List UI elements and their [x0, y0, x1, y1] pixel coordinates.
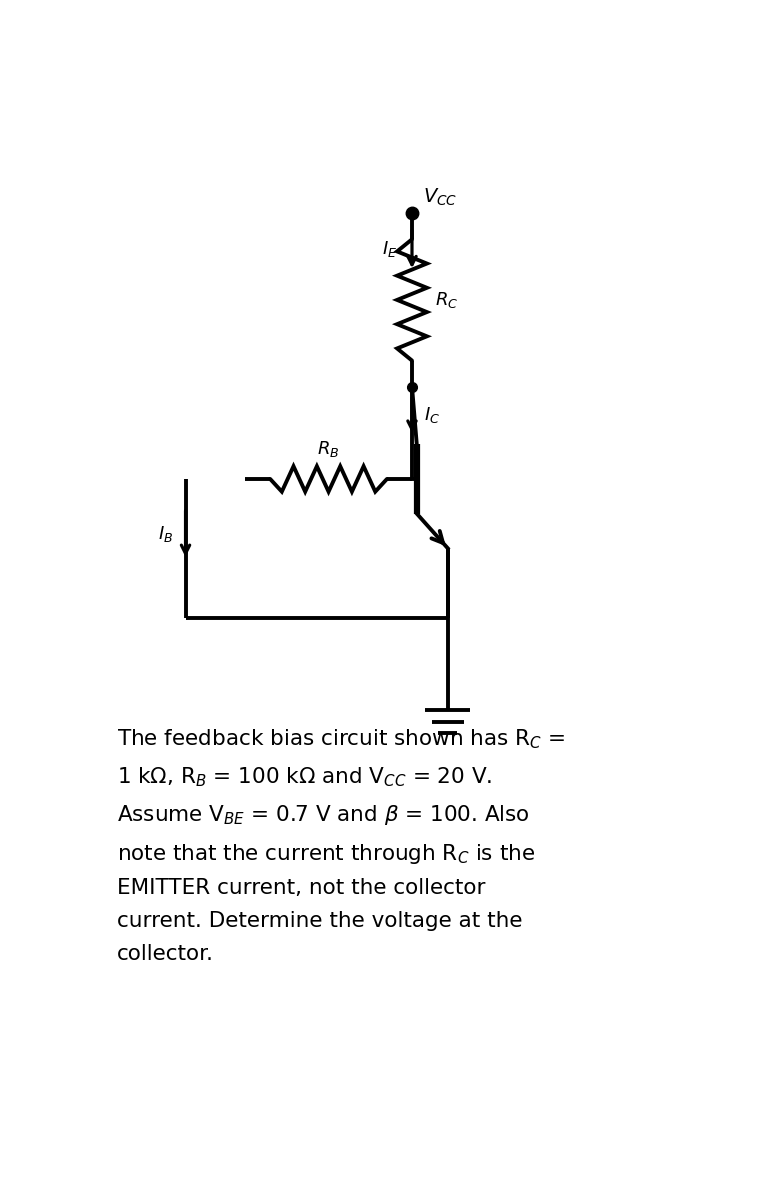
Text: The feedback bias circuit shown has R$_C$ =
1 k$\Omega$, R$_B$ = 100 k$\Omega$ a: The feedback bias circuit shown has R$_C…: [117, 727, 565, 964]
Text: $V_{CC}$: $V_{CC}$: [423, 186, 457, 208]
Text: $I_E$: $I_E$: [382, 239, 397, 259]
Text: $R_B$: $R_B$: [318, 439, 340, 458]
Text: $I_B$: $I_B$: [158, 524, 174, 544]
Text: $I_C$: $I_C$: [424, 406, 440, 426]
Text: $R_C$: $R_C$: [434, 290, 458, 310]
